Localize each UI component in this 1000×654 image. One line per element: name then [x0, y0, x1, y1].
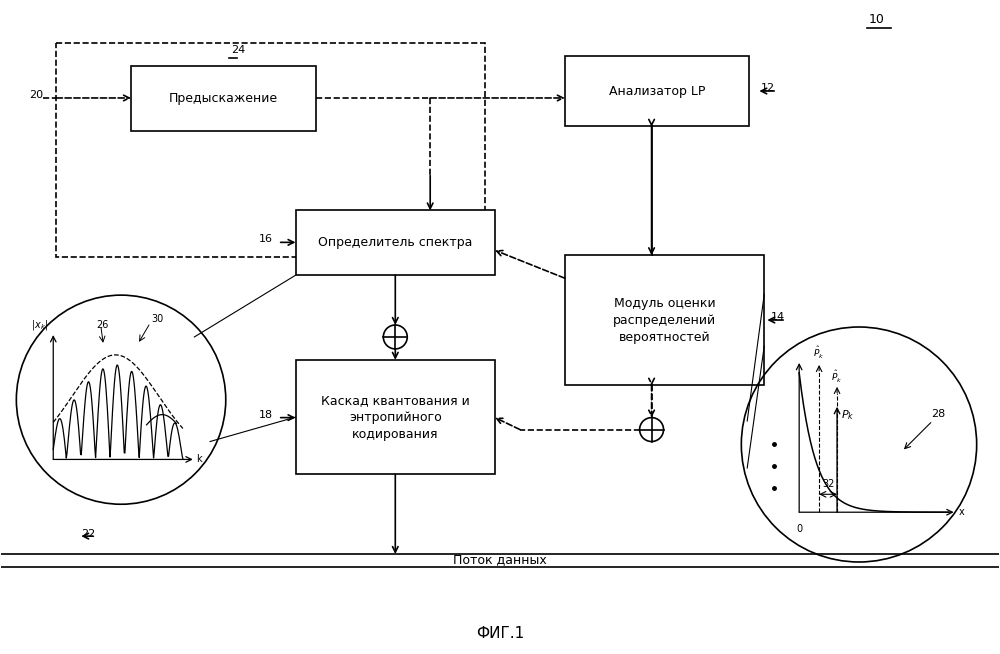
Text: 28: 28 — [931, 409, 945, 419]
Text: $\hat{P}_k$: $\hat{P}_k$ — [813, 345, 825, 361]
Text: Каскад квантования и
энтропийного
кодирования: Каскад квантования и энтропийного кодиро… — [321, 394, 470, 441]
Bar — [131, 66, 316, 131]
Text: 16: 16 — [259, 234, 273, 245]
Text: ФИГ.1: ФИГ.1 — [476, 626, 524, 641]
Text: 10: 10 — [869, 13, 885, 26]
Text: 22: 22 — [81, 529, 95, 539]
Text: 30: 30 — [151, 314, 163, 324]
Text: 32: 32 — [822, 479, 834, 489]
Text: Модуль оценки
распределений
вероятностей: Модуль оценки распределений вероятностей — [613, 296, 716, 343]
Text: $|x_k|$: $|x_k|$ — [31, 318, 48, 332]
Bar — [565, 255, 764, 385]
Bar — [296, 211, 495, 275]
Text: 26: 26 — [96, 320, 108, 330]
Text: Определитель спектра: Определитель спектра — [318, 236, 472, 249]
Text: 0: 0 — [796, 524, 802, 534]
Text: 24: 24 — [231, 45, 245, 55]
Text: 18: 18 — [259, 409, 273, 420]
Text: $P_k$: $P_k$ — [841, 407, 855, 422]
Text: Анализатор LP: Анализатор LP — [609, 84, 705, 97]
Text: Предыскажение: Предыскажение — [169, 92, 278, 105]
Text: 20: 20 — [29, 90, 43, 100]
Text: 12: 12 — [761, 83, 775, 93]
Bar — [296, 360, 495, 474]
Text: Поток данных: Поток данных — [453, 553, 547, 566]
Text: $\hat{P}_k$: $\hat{P}_k$ — [831, 369, 843, 385]
Text: k: k — [196, 455, 201, 464]
Bar — [565, 56, 749, 126]
Bar — [56, 43, 485, 257]
Text: 14: 14 — [771, 312, 785, 322]
Text: x: x — [959, 508, 964, 517]
